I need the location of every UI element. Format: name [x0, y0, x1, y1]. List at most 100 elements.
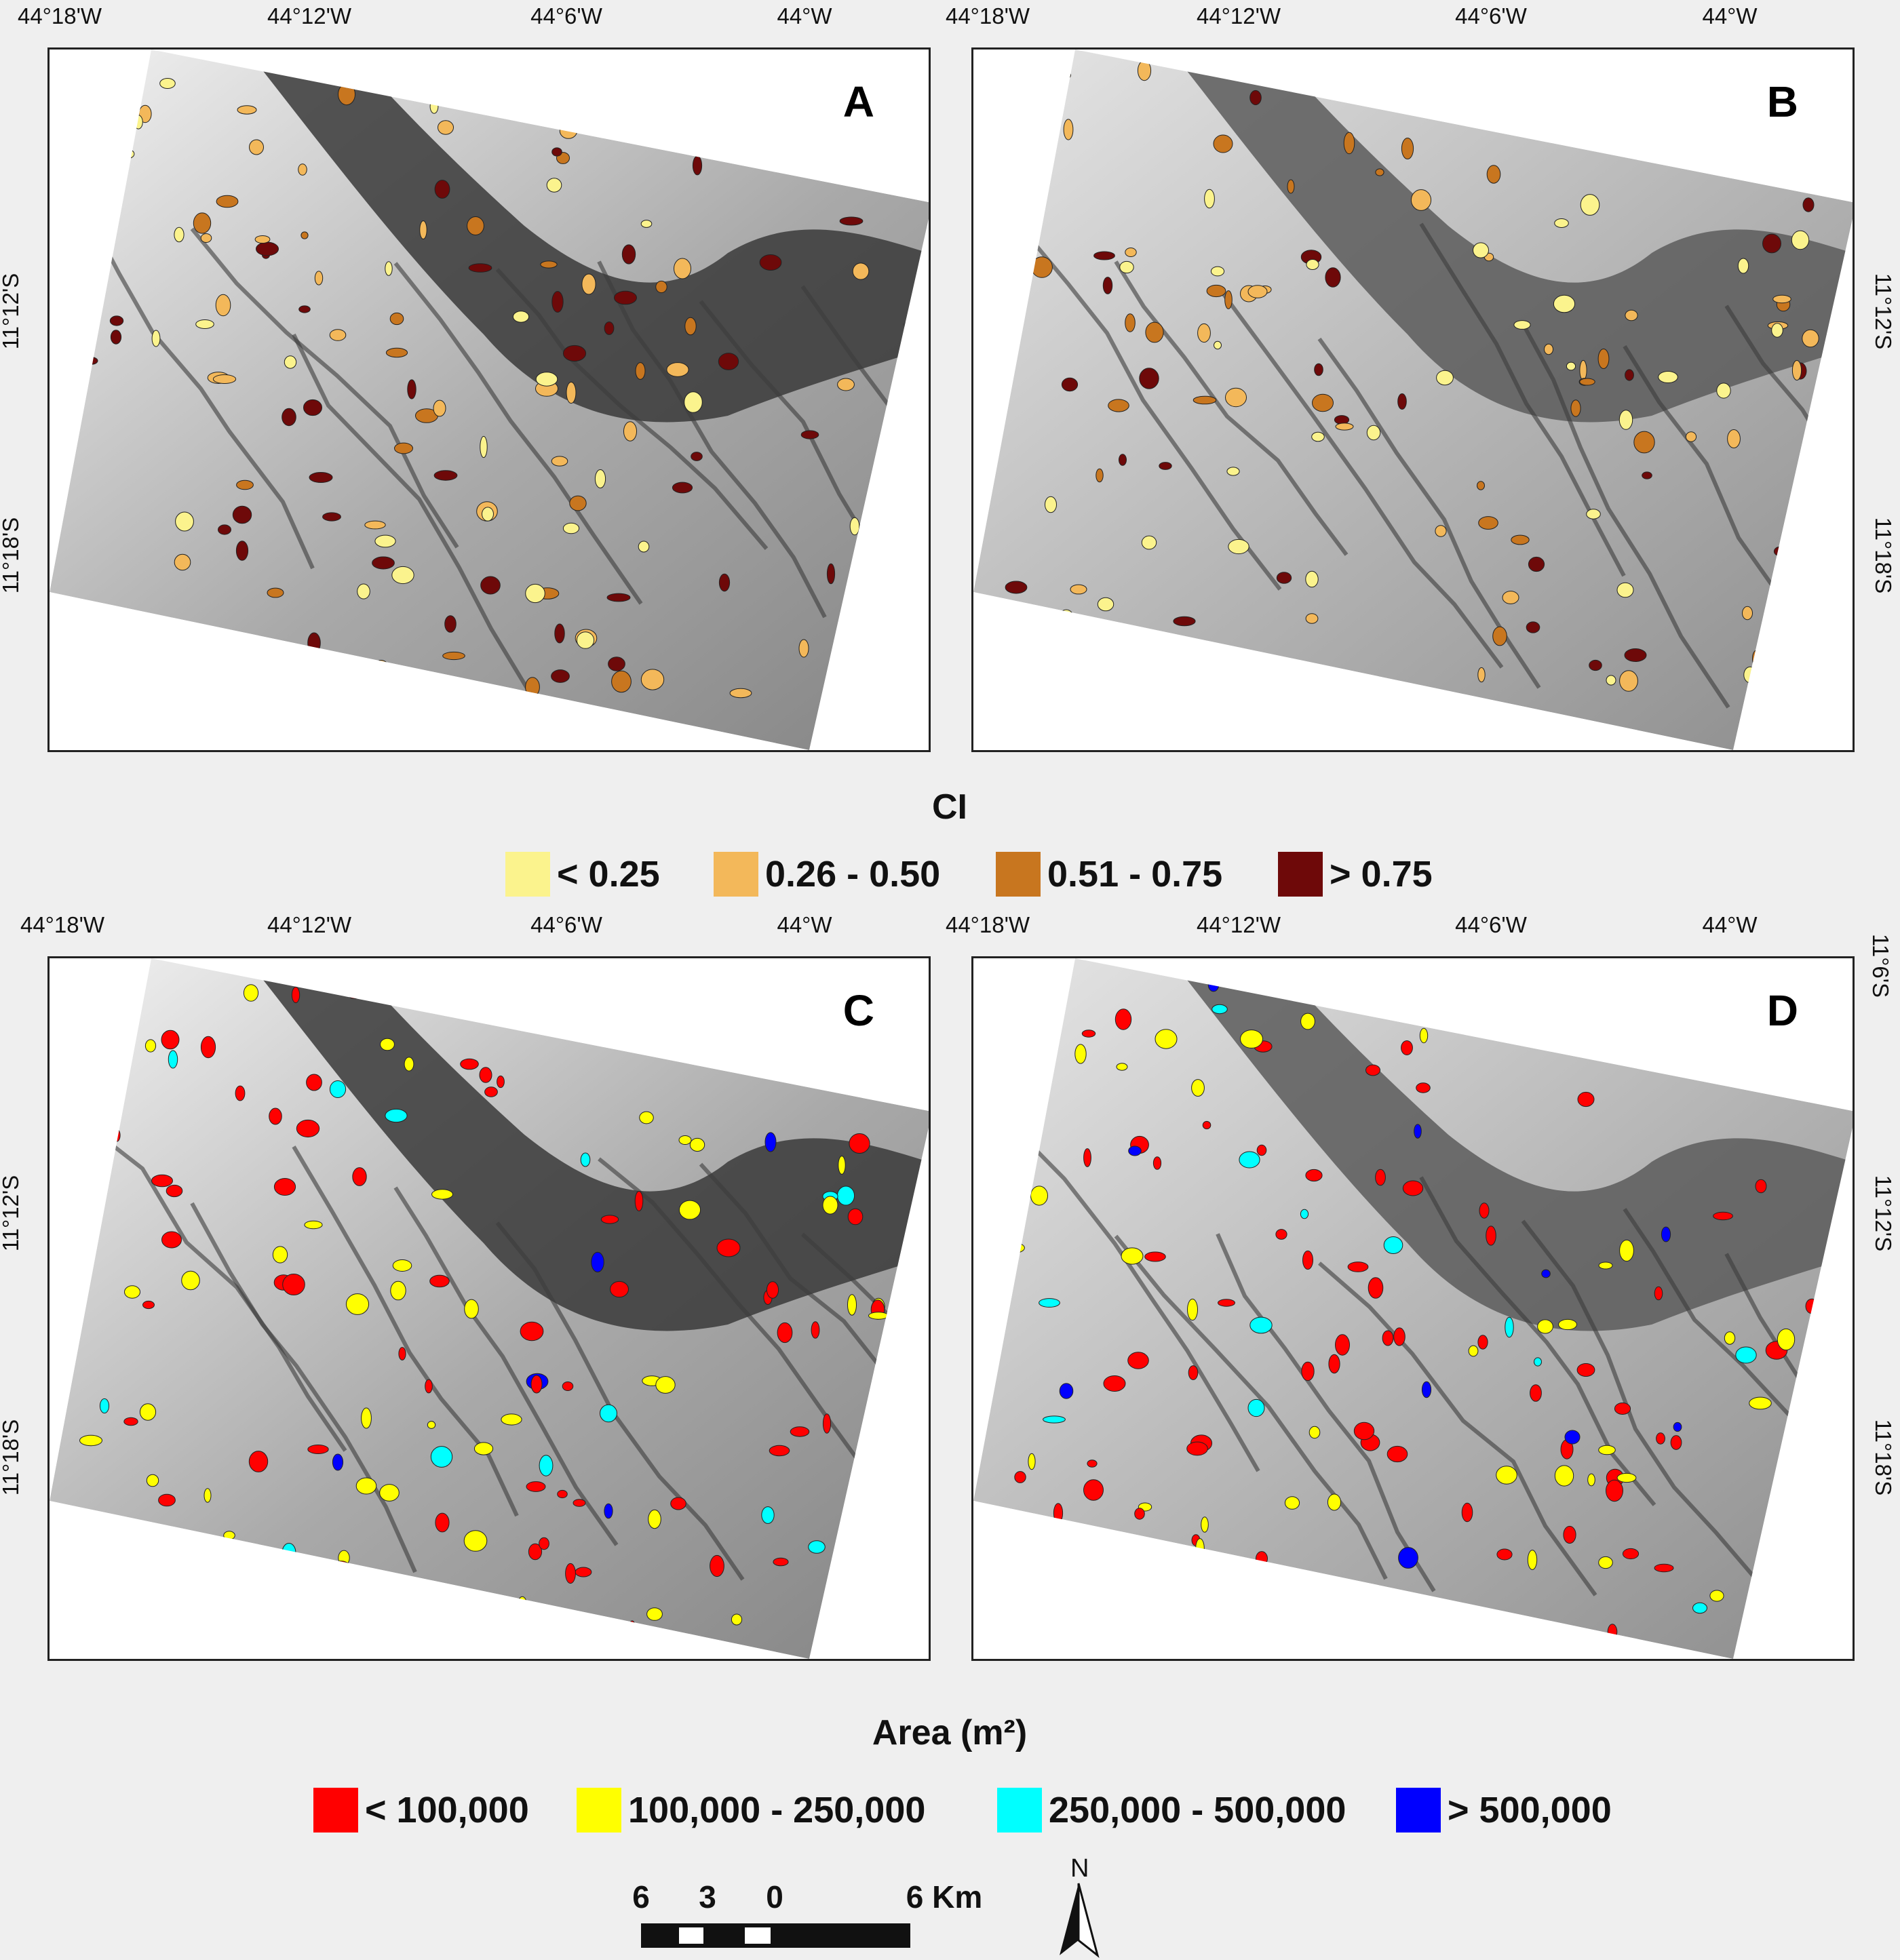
landscape-patch: [1114, 1008, 1132, 1030]
landscape-patch: [838, 1156, 846, 1175]
landscape-patch: [540, 260, 558, 269]
landscape-patch: [639, 1111, 654, 1124]
stream-line: [1216, 285, 1504, 669]
landscape-patch: [1492, 626, 1507, 646]
landscape-patch: [1642, 471, 1652, 479]
landscape-patch: [385, 1108, 408, 1123]
landscape-patch: [332, 1453, 344, 1471]
landscape-patch: [484, 1086, 498, 1097]
stream-line: [393, 1186, 619, 1546]
stream-line: [1521, 1219, 1770, 1595]
landscape-patch: [1579, 378, 1595, 386]
landscape-patch: [1134, 1508, 1145, 1520]
landscape-patch: [718, 573, 731, 592]
north-label: N: [1070, 1854, 1089, 1883]
landscape-patch: [1737, 258, 1749, 274]
landscape-patch: [1622, 1548, 1640, 1560]
landscape-patch: [678, 1200, 701, 1220]
landscape-patch: [826, 563, 836, 585]
lat-label: 11°18'S: [1871, 1419, 1897, 1496]
landscape-patch: [372, 556, 395, 570]
landscape-patch: [569, 495, 587, 511]
landscape-patch: [1053, 1503, 1064, 1523]
landscape-patch: [528, 1543, 543, 1561]
landscape-patch: [1414, 1124, 1422, 1139]
landscape-patch: [1287, 179, 1295, 194]
landscape-patch: [1461, 1502, 1473, 1523]
landscape-patch: [1577, 1091, 1595, 1108]
landscape-patch: [1735, 1346, 1757, 1364]
landscape-patch: [1005, 581, 1028, 594]
landscape-patch: [1093, 251, 1115, 260]
landscape-patch: [1381, 99, 1403, 107]
landscape-patch: [1031, 256, 1053, 278]
landscape-patch: [237, 105, 257, 115]
ci-swatch: [996, 852, 1041, 897]
area-swatch: [313, 1788, 358, 1832]
landscape-patch: [611, 670, 632, 693]
landscape-patch: [1401, 1040, 1413, 1055]
landscape-patch: [1043, 1415, 1066, 1424]
landscape-patch: [546, 178, 562, 193]
landscape-patch: [1335, 1334, 1350, 1356]
landscape-patch: [1537, 1319, 1553, 1334]
landscape-patch: [692, 155, 703, 176]
landscape-patch: [215, 294, 231, 317]
landscape-patch: [1188, 1365, 1199, 1380]
landscape-patch: [159, 78, 176, 89]
terrain-group: [50, 50, 929, 750]
stream-line: [89, 1126, 347, 1452]
landscape-patch: [846, 619, 866, 628]
map-raster-c: [50, 958, 929, 1659]
landscape-patch: [1755, 1179, 1767, 1194]
valley-shade: [246, 958, 929, 1331]
stream-line: [292, 333, 532, 695]
landscape-patch: [181, 1270, 200, 1291]
landscape-patch: [808, 1540, 826, 1554]
landscape-patch: [1096, 468, 1104, 483]
landscape-patch: [1670, 1435, 1682, 1450]
landscape-patch: [678, 1135, 692, 1145]
landscape-patch: [124, 1285, 140, 1299]
landscape-patch: [648, 1509, 661, 1529]
landscape-patch: [530, 1375, 543, 1394]
map-raster-a: [50, 50, 929, 750]
panel-label-c: C: [842, 986, 874, 1035]
landscape-patch: [1566, 361, 1576, 371]
stream-line: [597, 260, 827, 619]
landscape-patch: [1334, 415, 1350, 425]
landscape-patch: [1301, 1361, 1315, 1381]
landscape-patch: [1113, 634, 1129, 653]
ci-legend-item: > 0.75: [1278, 852, 1433, 897]
landscape-patch: [158, 1493, 176, 1507]
landscape-patch: [1314, 363, 1323, 376]
landscape-patch: [674, 80, 687, 103]
landscape-patch: [1014, 1471, 1026, 1483]
landscape-patch: [357, 583, 370, 600]
landscape-patch: [193, 1547, 213, 1567]
landscape-patch: [836, 1185, 855, 1206]
lon-label: 44°18'W: [20, 912, 105, 937]
landscape-patch: [421, 671, 431, 688]
landscape-patch: [248, 1451, 269, 1472]
landscape-patch: [223, 1531, 235, 1540]
landscape-patch: [1144, 1251, 1166, 1262]
landscape-patch: [875, 1373, 894, 1383]
landscape-patch: [1249, 1316, 1273, 1334]
landscape-patch: [1640, 133, 1649, 151]
landscape-patch: [520, 1321, 544, 1341]
landscape-patch: [769, 1445, 790, 1457]
landscape-patch: [1479, 1202, 1490, 1219]
landscape-patch: [1496, 1466, 1517, 1485]
lat-label: 11°12'S: [1871, 273, 1897, 350]
landscape-patch: [427, 1421, 436, 1429]
area-legend-label: > 500,000: [1448, 1790, 1612, 1830]
landscape-patch: [347, 989, 362, 999]
ci-legend-label: 0.26 - 0.50: [765, 854, 941, 895]
landscape-patch: [1207, 977, 1220, 992]
landscape-patch: [1558, 1318, 1577, 1331]
landscape-patch: [385, 347, 408, 358]
landscape-patch: [1598, 1261, 1613, 1270]
stream-line: [190, 227, 459, 549]
landscape-patch: [1204, 189, 1215, 209]
